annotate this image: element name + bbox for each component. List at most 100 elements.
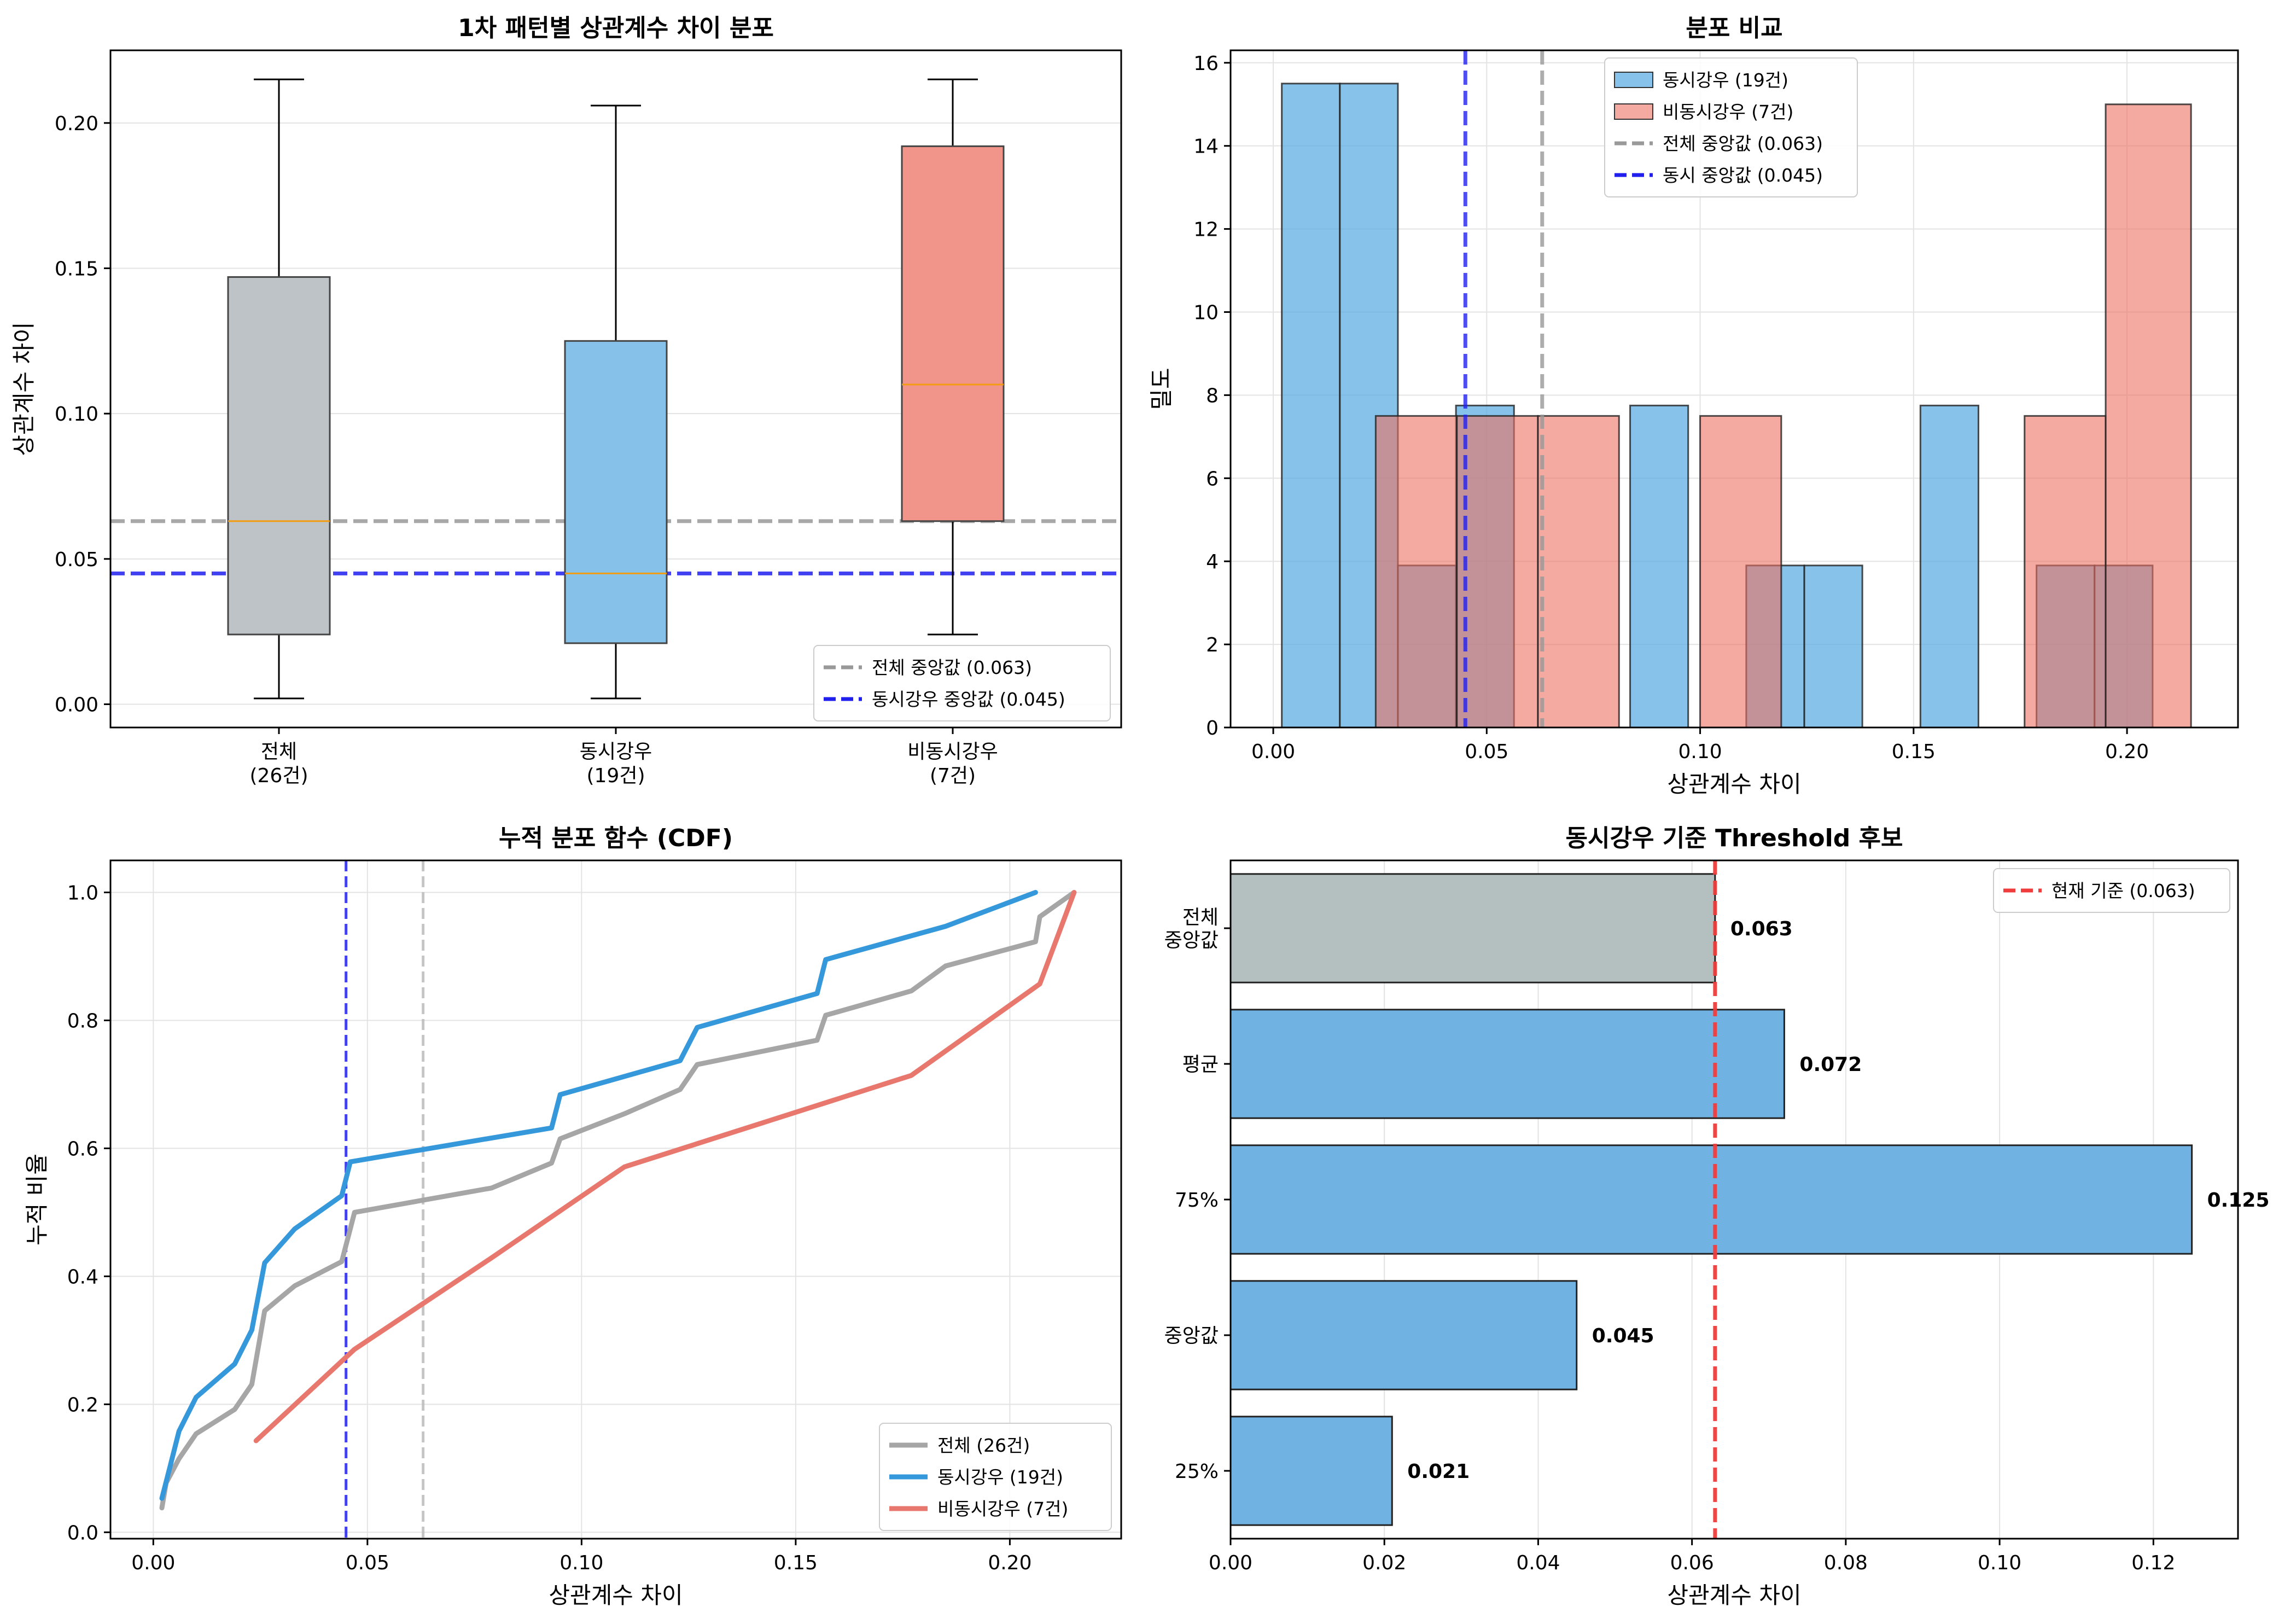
y-tick-label: 0.05 (55, 549, 98, 571)
x-tick-label: 0.04 (1516, 1552, 1560, 1574)
x-tick-label: 0.10 (1678, 741, 1722, 763)
y-tick-label: 10 (1193, 301, 1219, 324)
category-label: 25% (1175, 1460, 1219, 1483)
y-tick-label: 0.00 (55, 694, 98, 716)
cdf-series-line-2 (253, 890, 1077, 1443)
y-tick-label: 14 (1193, 136, 1219, 158)
threshold-bar-panel: 0.063전체중앙값0.072평균0.12575%0.045중앙값0.02125… (1164, 824, 2270, 1609)
box-2 (901, 78, 1005, 636)
legend-box (813, 645, 1111, 721)
category-label: 중앙값 (1164, 929, 1219, 952)
x-tick-label: 0.15 (1892, 741, 1936, 763)
x-tick-label: 0.08 (1824, 1552, 1868, 1574)
threshold-bar (1229, 1280, 1578, 1390)
chart-title: 동시강우 기준 Threshold 후보 (1566, 824, 1903, 852)
legend-box (1604, 57, 1858, 197)
x-tick-label: 0.10 (559, 1552, 603, 1574)
histogram-bar (1699, 415, 1782, 729)
category-label: 전체 (261, 741, 297, 763)
y-tick-label: 2 (1206, 634, 1219, 656)
bar-value-label: 0.063 (1730, 918, 1793, 940)
category-label: 전체 (1182, 906, 1219, 929)
histogram-series-1 (1374, 103, 2192, 729)
box-0 (227, 78, 331, 700)
axes-frame (109, 859, 1122, 1540)
x-tick-label: 0.20 (2105, 741, 2149, 763)
y-tick-label: 0.6 (67, 1138, 98, 1160)
threshold-bar (1229, 1416, 1393, 1526)
histogram-bar (2024, 415, 2107, 729)
x-tick-label: 0.02 (1362, 1552, 1406, 1574)
legend-patch (1614, 72, 1653, 88)
x-tick-label: 0.15 (774, 1552, 818, 1574)
y-tick-label: 0.4 (67, 1266, 98, 1288)
y-tick-label: 0.8 (67, 1010, 98, 1032)
x-tick-label: 0.12 (2131, 1552, 2175, 1574)
category-label: 비동시강우 (907, 741, 998, 763)
y-axis-label: 누적 비율 (24, 1154, 50, 1245)
histogram-bar (1281, 83, 1341, 729)
legend-entry: 동시 중앙값 (0.045) (1663, 165, 1823, 186)
y-tick-label: 0 (1206, 717, 1219, 740)
legend-box (879, 1423, 1112, 1531)
category-count: (26건) (249, 765, 308, 787)
chart-title: 분포 비교 (1686, 14, 1782, 42)
chart-title: 1차 패턴별 상관계수 차이 분포 (458, 14, 774, 42)
cdf-series-line-1 (159, 890, 1038, 1501)
bar-value-label: 0.072 (1799, 1053, 1862, 1076)
y-tick-label: 4 (1206, 551, 1219, 573)
bar-value-label: 0.045 (1592, 1325, 1654, 1347)
category-count: (19건) (586, 765, 645, 787)
boxplot-panel: 전체(26건) 동시강우(19건) 비동시강우(7건) 0.00 0.05 0.10 0.1… (10, 14, 1122, 787)
histogram-bar (2105, 103, 2192, 729)
axes-frame (1229, 859, 2239, 1540)
x-tick-label: 0.00 (1209, 1552, 1252, 1574)
legend-entry: 동시강우 (19건) (937, 1466, 1063, 1488)
bar-value-label: 0.021 (1407, 1460, 1470, 1483)
histogram-bar (1456, 415, 1539, 729)
y-tick-label: 1.0 (67, 882, 98, 904)
threshold-bar (1229, 873, 1716, 983)
histogram-bar (1374, 415, 1458, 729)
category-count: (7건) (930, 765, 976, 787)
threshold-bar (1229, 1009, 1785, 1119)
legend-entry: 비동시강우 (7건) (1663, 101, 1793, 123)
y-tick-label: 16 (1193, 53, 1219, 75)
y-tick-label: 8 (1206, 385, 1219, 407)
y-tick-label: 0.20 (55, 113, 98, 135)
category-label: 평균 (1182, 1053, 1219, 1076)
category-label: 75% (1175, 1189, 1219, 1212)
histogram-bar (1537, 415, 1620, 729)
box-1 (564, 104, 668, 700)
y-tick-label: 0.10 (55, 403, 98, 426)
y-axis-label: 밀도 (1148, 368, 1175, 410)
y-tick-label: 12 (1193, 219, 1219, 241)
legend-patch (1614, 103, 1653, 120)
x-tick-label: 0.05 (1465, 741, 1508, 763)
axes-frame (1229, 49, 2239, 729)
histogram-bar (1919, 404, 1979, 729)
legend-entry: 동시강우 중앙값 (0.045) (872, 689, 1065, 710)
x-tick-label: 0.00 (1251, 741, 1295, 763)
y-tick-label: 0.2 (67, 1394, 98, 1416)
category-label: 동시강우 (580, 741, 652, 763)
legend-entry: 비동시강우 (7건) (937, 1498, 1068, 1520)
box-iqr (564, 340, 668, 644)
category-label: 중앙값 (1164, 1325, 1219, 1347)
threshold-bar (1229, 1144, 2193, 1255)
legend-entry: 전체 중앙값 (0.063) (1663, 133, 1823, 154)
x-axis-label: 상관계수 차이 (1667, 1582, 1801, 1609)
histogram-bar (1803, 564, 1863, 729)
x-tick-label: 0.00 (131, 1552, 175, 1574)
y-tick-label: 0.15 (55, 258, 98, 280)
histogram-bar (1629, 404, 1689, 729)
legend-entry: 전체 중앙값 (0.063) (872, 657, 1032, 678)
box-iqr (901, 145, 1005, 522)
x-tick-label: 0.06 (1670, 1552, 1714, 1574)
y-axis-label: 상관계수 차이 (10, 322, 37, 456)
box-iqr (227, 276, 331, 636)
x-axis-label: 상관계수 차이 (549, 1582, 683, 1609)
x-tick-label: 0.10 (1978, 1552, 2021, 1574)
legend-entry: 동시강우 (19건) (1663, 69, 1788, 91)
